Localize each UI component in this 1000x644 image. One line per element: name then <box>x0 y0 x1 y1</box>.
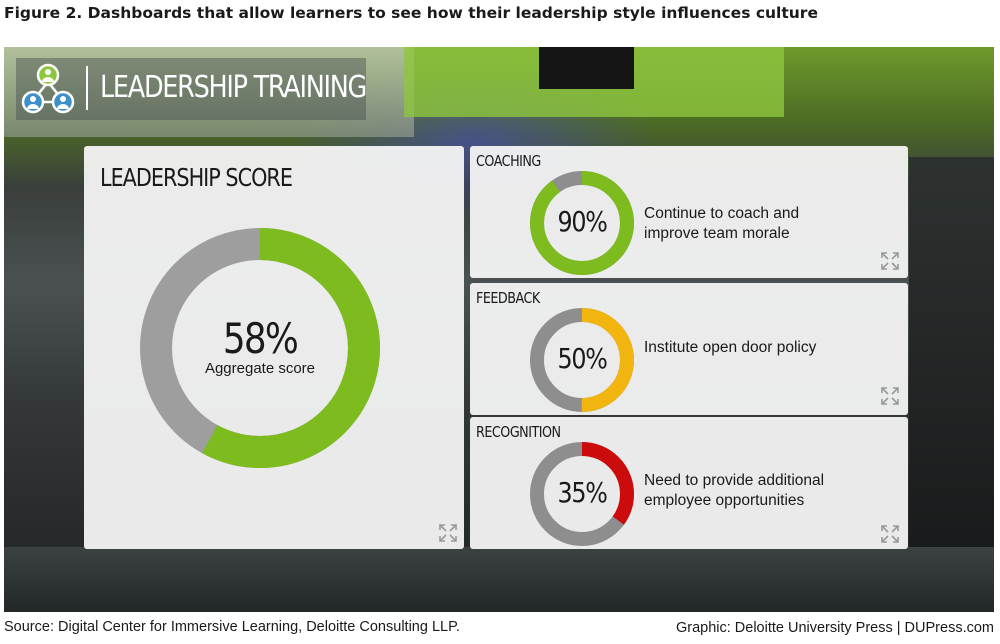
leadership-score-title: LEADERSHIP SCORE <box>100 163 293 192</box>
metric-description: Need to provide additional employee oppo… <box>644 472 825 509</box>
leadership-score-caption: Aggregate score <box>204 360 316 377</box>
metric-description: Institute open door policy <box>644 339 817 356</box>
leadership-score-panel[interactable]: LEADERSHIP SCORE 58% Aggregate score <box>84 146 464 549</box>
metric-title: FEEDBACK <box>476 289 540 307</box>
metric-donut <box>530 442 634 546</box>
header-bar <box>16 58 366 120</box>
metric-value: 90% <box>557 205 607 238</box>
donut-arc <box>530 171 634 275</box>
figure-title: Figure 2. Dashboards that allow learners… <box>4 4 818 22</box>
metric-title: RECOGNITION <box>476 423 561 441</box>
figure-source: Source: Digital Center for Immersive Lea… <box>4 619 460 635</box>
metric-donut <box>530 308 634 412</box>
expand-icon[interactable] <box>881 525 899 543</box>
header-divider <box>86 66 88 110</box>
metric-panel-coaching[interactable]: COACHING 90% Continue to coach and impro… <box>470 146 908 278</box>
donut-arc <box>140 228 380 468</box>
background-screen <box>539 47 634 89</box>
metric-panel-feedback[interactable]: FEEDBACK 50% Institute open door policy <box>470 283 908 415</box>
leadership-score-donut <box>140 228 380 468</box>
donut-arc <box>530 308 634 412</box>
leadership-score-value: 58% <box>222 314 299 363</box>
figure-credit: Graphic: Deloitte University Press | DUP… <box>675 620 994 636</box>
background-right-wall <box>909 157 994 612</box>
expand-icon[interactable] <box>881 387 899 405</box>
metric-panel-recognition[interactable]: RECOGNITION 35% Need to provide addition… <box>470 417 908 549</box>
metric-value: 50% <box>557 342 607 375</box>
app-title: LEADERSHIP TRAINING <box>100 70 367 105</box>
background-window <box>4 47 414 137</box>
metric-title: COACHING <box>476 152 541 170</box>
metric-description: Continue to coach and improve team moral… <box>644 205 800 242</box>
background-floor <box>4 547 994 612</box>
expand-icon[interactable] <box>439 524 457 542</box>
donut-arc <box>530 442 634 546</box>
metric-value: 35% <box>557 476 607 509</box>
people-network-icon <box>21 63 75 114</box>
expand-icon[interactable] <box>881 252 899 270</box>
metric-donut <box>530 171 634 275</box>
